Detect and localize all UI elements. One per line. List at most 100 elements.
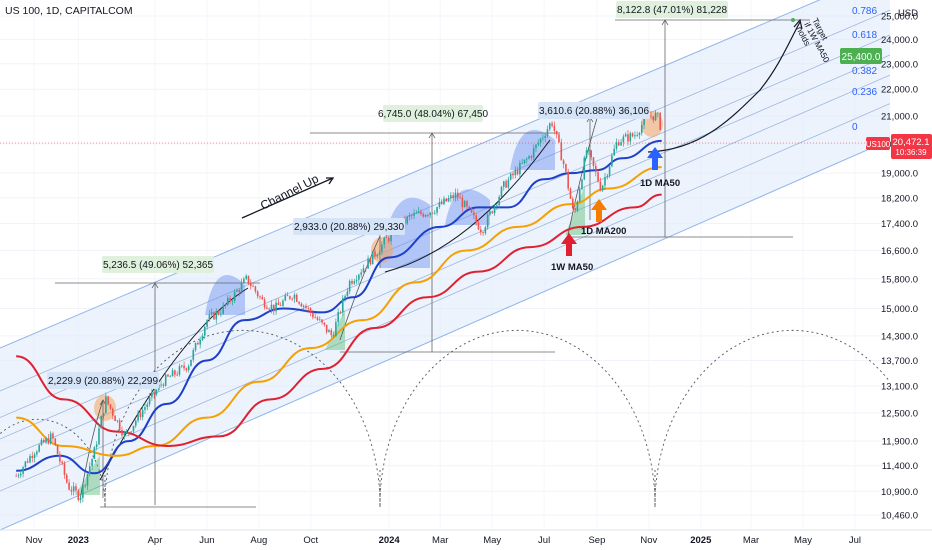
candle-body (576, 201, 579, 211)
candles (15, 110, 661, 504)
price-tick: 18,200.0 (881, 193, 918, 204)
fib-level-label: 0 (852, 122, 858, 133)
candle-body (427, 214, 429, 216)
candle-body (387, 237, 390, 242)
candle-body (617, 142, 620, 146)
candle-body (491, 211, 494, 214)
candle-body (130, 431, 132, 433)
candle-body (431, 212, 434, 214)
orange-highlight (94, 395, 116, 421)
candle-body (277, 302, 280, 306)
candle-body (302, 305, 305, 307)
candle-body (75, 486, 77, 491)
candle-body (199, 340, 201, 345)
candle-body (19, 473, 22, 476)
candle-body (178, 366, 181, 375)
candle-body (224, 304, 227, 306)
measure-label-2: 5,236.5 (49.06%) 52,365 (102, 256, 214, 273)
candle-body (77, 490, 80, 501)
candle-body (54, 438, 57, 446)
candle-body (422, 213, 425, 217)
candle-body (479, 229, 482, 233)
candle-body (256, 291, 259, 297)
candle-body (155, 389, 158, 395)
price-tags: 25,400.0 US100 20,472.1 10:36:39 (840, 48, 932, 159)
candle-body (86, 473, 89, 486)
candle-body (473, 212, 475, 216)
candle-body (601, 185, 604, 191)
candle-body (417, 211, 420, 214)
candle-body (408, 215, 411, 217)
candle-body (452, 195, 454, 199)
candle-body (507, 179, 510, 188)
ma-line (16, 193, 662, 447)
candle-body (318, 319, 321, 321)
fib-level-label: 0.618 (852, 30, 877, 41)
candle-body (433, 212, 436, 214)
candle-body (63, 463, 66, 475)
candle-body (144, 407, 146, 410)
candle-body (636, 135, 638, 136)
ma200-1d-label: 1D MA200 (581, 226, 626, 237)
candle-body (555, 130, 558, 135)
candle-body (519, 163, 521, 175)
candle-body (445, 198, 448, 202)
candle-body (321, 319, 323, 323)
candle-body (537, 142, 540, 145)
price-tick: 15,800.0 (881, 274, 918, 285)
candle-body (231, 300, 234, 302)
candle-body (381, 244, 383, 253)
candle-body (26, 461, 29, 463)
ma50-1d-label: 1D MA50 (640, 178, 680, 189)
candle-body (59, 454, 61, 462)
candle-body (594, 165, 597, 173)
price-tick: 25,000.0 (881, 12, 918, 23)
candle-body (348, 280, 351, 292)
blue-highlight (510, 130, 555, 170)
time-tick: Mar (432, 535, 448, 546)
candle-body (606, 175, 609, 178)
candle-body (137, 412, 139, 421)
candle-body (344, 296, 346, 299)
candle-body (272, 304, 275, 312)
candle-body (574, 208, 576, 211)
candle-body (263, 299, 266, 308)
candle-body (279, 305, 282, 306)
candle-body (171, 370, 174, 377)
candle-body (72, 486, 75, 492)
measure-label-1: 2,229.9 (20.88%) 22,299 (47, 372, 159, 389)
candle-body (259, 296, 261, 298)
time-tick: 2025 (690, 535, 712, 546)
candle-body (429, 212, 431, 216)
candle-body (15, 475, 17, 477)
candle-body (24, 461, 27, 468)
time-tick: Mar (743, 535, 759, 546)
candle-body (484, 227, 487, 234)
candle-body (567, 171, 569, 189)
price-tick: 13,700.0 (881, 356, 918, 367)
candle-body (114, 415, 116, 422)
price-tick: 14,300.0 (881, 331, 918, 342)
candle-body (233, 291, 236, 301)
candle-body (45, 438, 47, 443)
candle-body (201, 335, 204, 341)
candle-body (611, 155, 613, 167)
candle-body (341, 298, 344, 313)
price-tick: 19,000.0 (881, 169, 918, 180)
price-tick: 21,000.0 (881, 111, 918, 122)
time-tick: May (483, 535, 501, 546)
candle-body (95, 444, 98, 448)
candle-body (284, 295, 287, 301)
candle-body (627, 134, 629, 142)
candle-body (523, 159, 526, 164)
time-tick: Oct (303, 535, 318, 546)
candle-body (134, 420, 137, 426)
candle-body (88, 466, 91, 474)
candle-body (153, 391, 155, 395)
candle-body (459, 197, 461, 199)
candle-body (125, 431, 128, 433)
candle-body (314, 317, 316, 319)
candle-body (210, 312, 213, 315)
candle-body (500, 186, 503, 197)
candle-body (410, 215, 413, 216)
